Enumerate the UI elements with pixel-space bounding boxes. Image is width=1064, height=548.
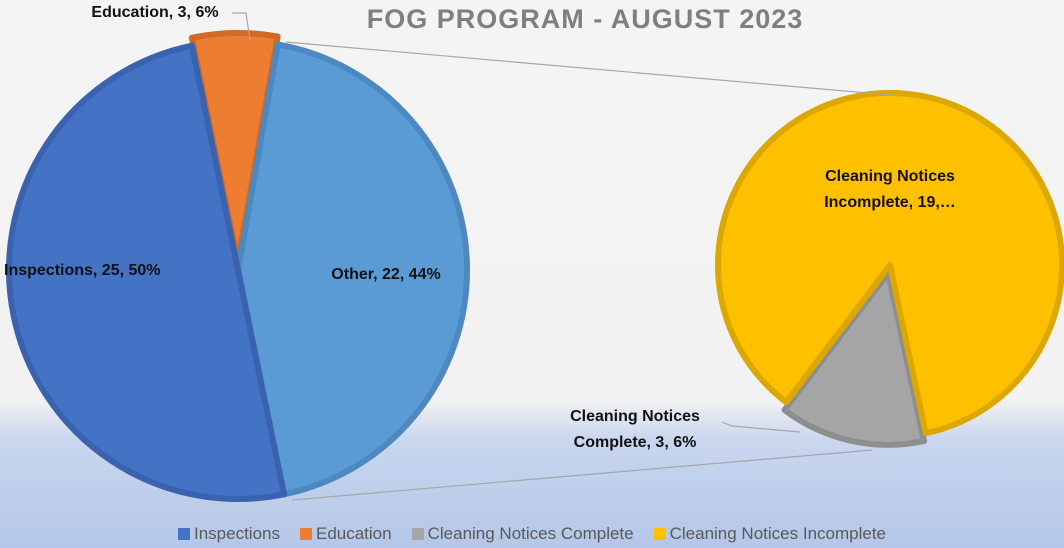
legend-swatch <box>299 528 312 540</box>
pie-slice <box>235 41 470 498</box>
legend-label: Inspections <box>193 524 280 543</box>
pie-slice <box>781 269 928 448</box>
pie-slice <box>715 90 1064 437</box>
pie-slice <box>188 30 281 266</box>
legend-item: Education <box>299 524 392 544</box>
legend-item: Cleaning Notices Complete <box>411 524 634 544</box>
legend-swatch <box>653 528 666 540</box>
connector-line <box>285 41 903 97</box>
data-label: Inspections, 25, 50% <box>4 262 161 279</box>
legend-swatch <box>411 528 424 540</box>
data-label: Other, 22, 44% <box>331 266 441 283</box>
leader-line <box>232 12 251 41</box>
data-label: Cleaning Notices Complete, 3, 6% <box>570 408 700 451</box>
leader-line <box>721 421 801 433</box>
connector-line <box>291 449 873 501</box>
legend-swatch <box>177 528 190 540</box>
legend-label: Cleaning Notices Incomplete <box>669 524 887 543</box>
legend-label: Education <box>315 524 392 543</box>
legend-item: Inspections <box>177 524 280 544</box>
legend: Inspections Education Cleaning Notices Com… <box>0 524 1064 544</box>
data-label: Cleaning Notices Incomplete, 19,… <box>824 168 956 211</box>
legend-item: Cleaning Notices Incomplete <box>653 524 887 544</box>
pie-slice <box>6 42 288 502</box>
connectors <box>232 12 903 501</box>
legend-label: Cleaning Notices Complete <box>427 524 634 543</box>
chart-title: FOG PROGRAM - AUGUST 2023 <box>366 4 804 34</box>
data-label: Education, 3, 6% <box>91 4 219 21</box>
